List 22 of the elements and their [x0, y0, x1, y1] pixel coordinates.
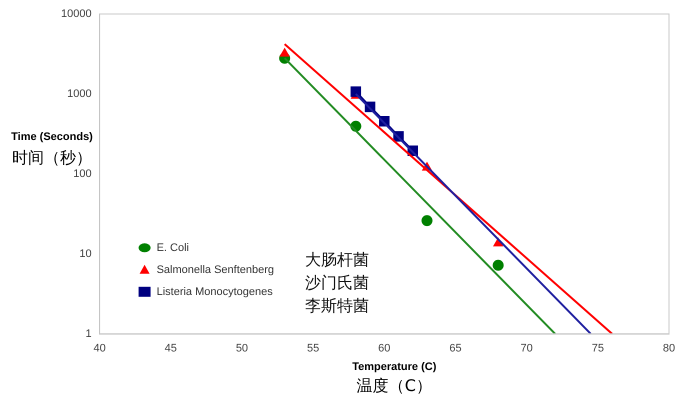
- x-tick-label: 55: [306, 342, 320, 354]
- x-tick-label: 75: [592, 342, 604, 354]
- legend-label: E. Coli: [156, 242, 189, 254]
- x-tick-label: 70: [520, 342, 533, 354]
- x-tick-label: 40: [93, 342, 106, 354]
- y-axis-title: Time (Seconds) 时间（秒）: [11, 131, 94, 168]
- y-tick-label: 100: [73, 168, 92, 180]
- annotation: 大肠杆菌: [305, 250, 369, 270]
- y-tick-label: 1: [85, 328, 92, 340]
- y-tick-label: 10000: [60, 8, 92, 20]
- legend-label: Salmonella Senftenberg: [156, 264, 274, 276]
- x-tick-label: 80: [662, 342, 676, 354]
- legend-label: Listeria Monocytogenes: [156, 286, 274, 298]
- y-tick-label: 10: [79, 248, 92, 260]
- x-axis-title: Temperature (C) 温度（C）: [352, 360, 437, 395]
- x-tick-label: 50: [236, 342, 248, 354]
- x-tick-label: 60: [378, 342, 390, 354]
- x-tick-label: 65: [449, 342, 462, 354]
- x-tick-label: 45: [164, 342, 177, 354]
- annotation: 沙门氏菌: [305, 273, 369, 292]
- annotation: 李斯特菌: [305, 296, 369, 316]
- y-tick-label: 1000: [67, 88, 92, 100]
